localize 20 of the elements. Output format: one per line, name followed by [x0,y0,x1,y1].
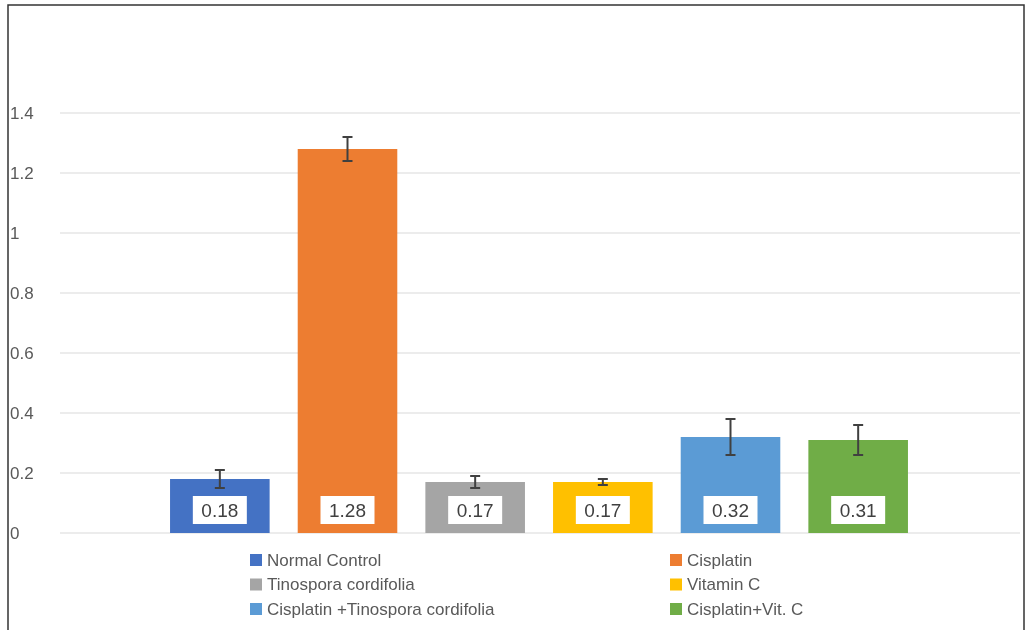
data-label: 0.17 [584,499,622,521]
data-label: 0.31 [839,499,877,521]
legend-label: Normal Control [267,550,382,570]
y-tick-label: 0 [10,523,20,543]
legend-label: Cisplatin +Tinospora cordifolia [267,599,496,619]
data-label: 0.32 [712,499,749,521]
data-label: 0.18 [201,499,239,521]
legend-label: Tinospora cordifolia [267,575,416,595]
data-label: 0.17 [456,499,494,521]
legend-label: Vitamin C [687,575,761,595]
data-label: 1.28 [329,499,366,521]
y-tick-label: 0.8 [10,283,34,303]
legend-label: Cisplatin+Vit. C [687,599,804,619]
y-tick-label: 0.2 [10,463,34,483]
legend-label: Cisplatin [687,550,753,570]
y-tick-label: 1 [10,223,20,243]
y-tick-label: 0.6 [10,343,34,363]
y-tick-label: 0.4 [10,403,34,423]
y-tick-label: 1.2 [10,163,34,183]
y-tick-label: 1.4 [10,103,34,123]
